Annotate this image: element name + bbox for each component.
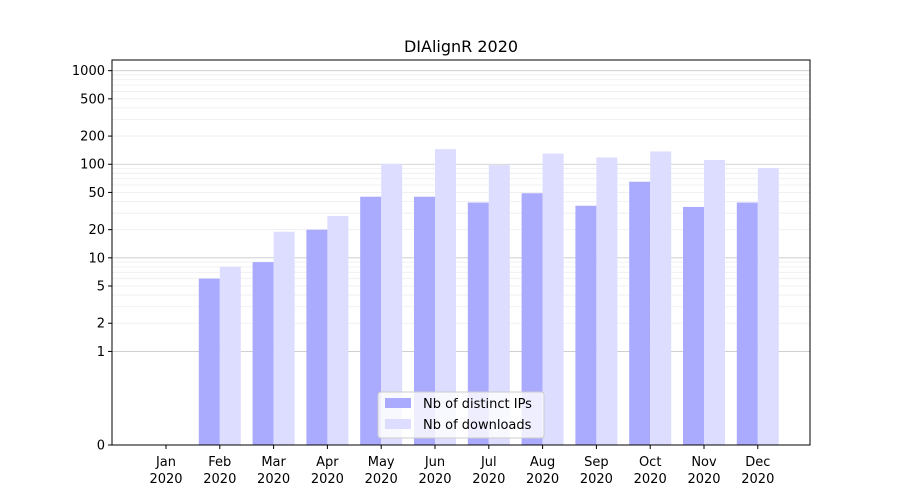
x-tick-label-year: 2020: [365, 472, 398, 487]
legend-swatch-ips: [385, 398, 411, 408]
y-tick-label: 200: [80, 130, 105, 145]
x-tick-label-month: Oct: [639, 455, 661, 470]
bar-distinct-ips: [306, 229, 328, 445]
y-tick-label: 100: [80, 158, 105, 173]
bars-layer: [198, 149, 779, 446]
chart-title: DIAlignR 2020: [404, 37, 518, 56]
bar-downloads: [327, 215, 349, 445]
bar-distinct-ips: [252, 262, 274, 445]
x-tick-label-year: 2020: [580, 472, 613, 487]
bar-downloads: [542, 153, 564, 446]
x-tick-label-month: Apr: [316, 455, 339, 470]
bar-distinct-ips: [683, 206, 704, 445]
plot-frame: [111, 59, 811, 446]
y-tick-label: 1000: [72, 64, 105, 79]
bar-downloads: [219, 266, 241, 445]
y-tick-label: 2: [97, 317, 105, 332]
x-tick-label-month: Mar: [261, 455, 286, 470]
bar-distinct-ips: [575, 205, 597, 445]
x-tick-label-month: Sep: [584, 455, 609, 470]
bar-distinct-ips: [467, 202, 489, 445]
y-tick-label: 20: [88, 223, 105, 238]
legend-swatch-downloads: [385, 419, 411, 429]
y-tick-label: 5: [97, 280, 105, 295]
bar-downloads: [704, 160, 725, 445]
bar-downloads: [435, 149, 456, 445]
x-tick-label-month: Jan: [155, 455, 176, 470]
bar-downloads: [596, 157, 618, 445]
x-tick-label-month: Jul: [480, 455, 497, 470]
bar-distinct-ips: [198, 278, 220, 445]
x-tick-label-year: 2020: [741, 472, 774, 487]
x-tick-label-year: 2020: [472, 472, 505, 487]
x-tick-label-month: Aug: [530, 455, 555, 470]
y-tick-label: 0: [97, 439, 105, 454]
x-tick-label-year: 2020: [311, 472, 344, 487]
x-tick-label-month: Nov: [691, 455, 717, 470]
x-tick-label-year: 2020: [526, 472, 559, 487]
y-tick-label: 10: [88, 251, 105, 266]
y-axis: 0 1 2 5 10 20 50 100 200 500 1000: [72, 64, 112, 454]
x-tick-label-month: May: [368, 455, 395, 470]
x-tick-label-year: 2020: [257, 472, 290, 487]
x-tick-label-year: 2020: [418, 472, 451, 487]
legend: Nb of distinct IPs Nb of downloads: [377, 391, 545, 439]
bar-downloads: [757, 168, 779, 445]
y-tick-label: 1: [97, 345, 105, 360]
x-tick-label-month: Dec: [745, 455, 770, 470]
x-axis: Jan 2020 Feb 2020 Mar 2020 Apr 2020 May 2020 Jun 20…: [149, 445, 774, 487]
bar-distinct-ips: [360, 196, 382, 445]
legend-box: [377, 391, 545, 439]
bar-distinct-ips: [521, 193, 543, 445]
x-tick-label-year: 2020: [634, 472, 667, 487]
legend-label-ips: Nb of distinct IPs: [423, 397, 532, 412]
bar-downloads: [488, 165, 510, 445]
y-tick-label: 500: [80, 92, 105, 107]
x-tick-label-month: Jun: [424, 455, 445, 470]
x-tick-label-year: 2020: [203, 472, 236, 487]
y-tick-label: 50: [88, 186, 105, 201]
bar-distinct-ips: [414, 196, 435, 445]
legend-label-downloads: Nb of downloads: [423, 418, 532, 433]
bar-downloads: [381, 163, 403, 445]
bar-distinct-ips: [736, 202, 758, 445]
bar-distinct-ips: [629, 181, 651, 446]
x-tick-label-year: 2020: [687, 472, 720, 487]
bar-downloads: [650, 151, 672, 446]
bar-downloads: [273, 231, 295, 445]
x-tick-label-month: Feb: [208, 455, 231, 470]
x-tick-label-year: 2020: [149, 472, 182, 487]
